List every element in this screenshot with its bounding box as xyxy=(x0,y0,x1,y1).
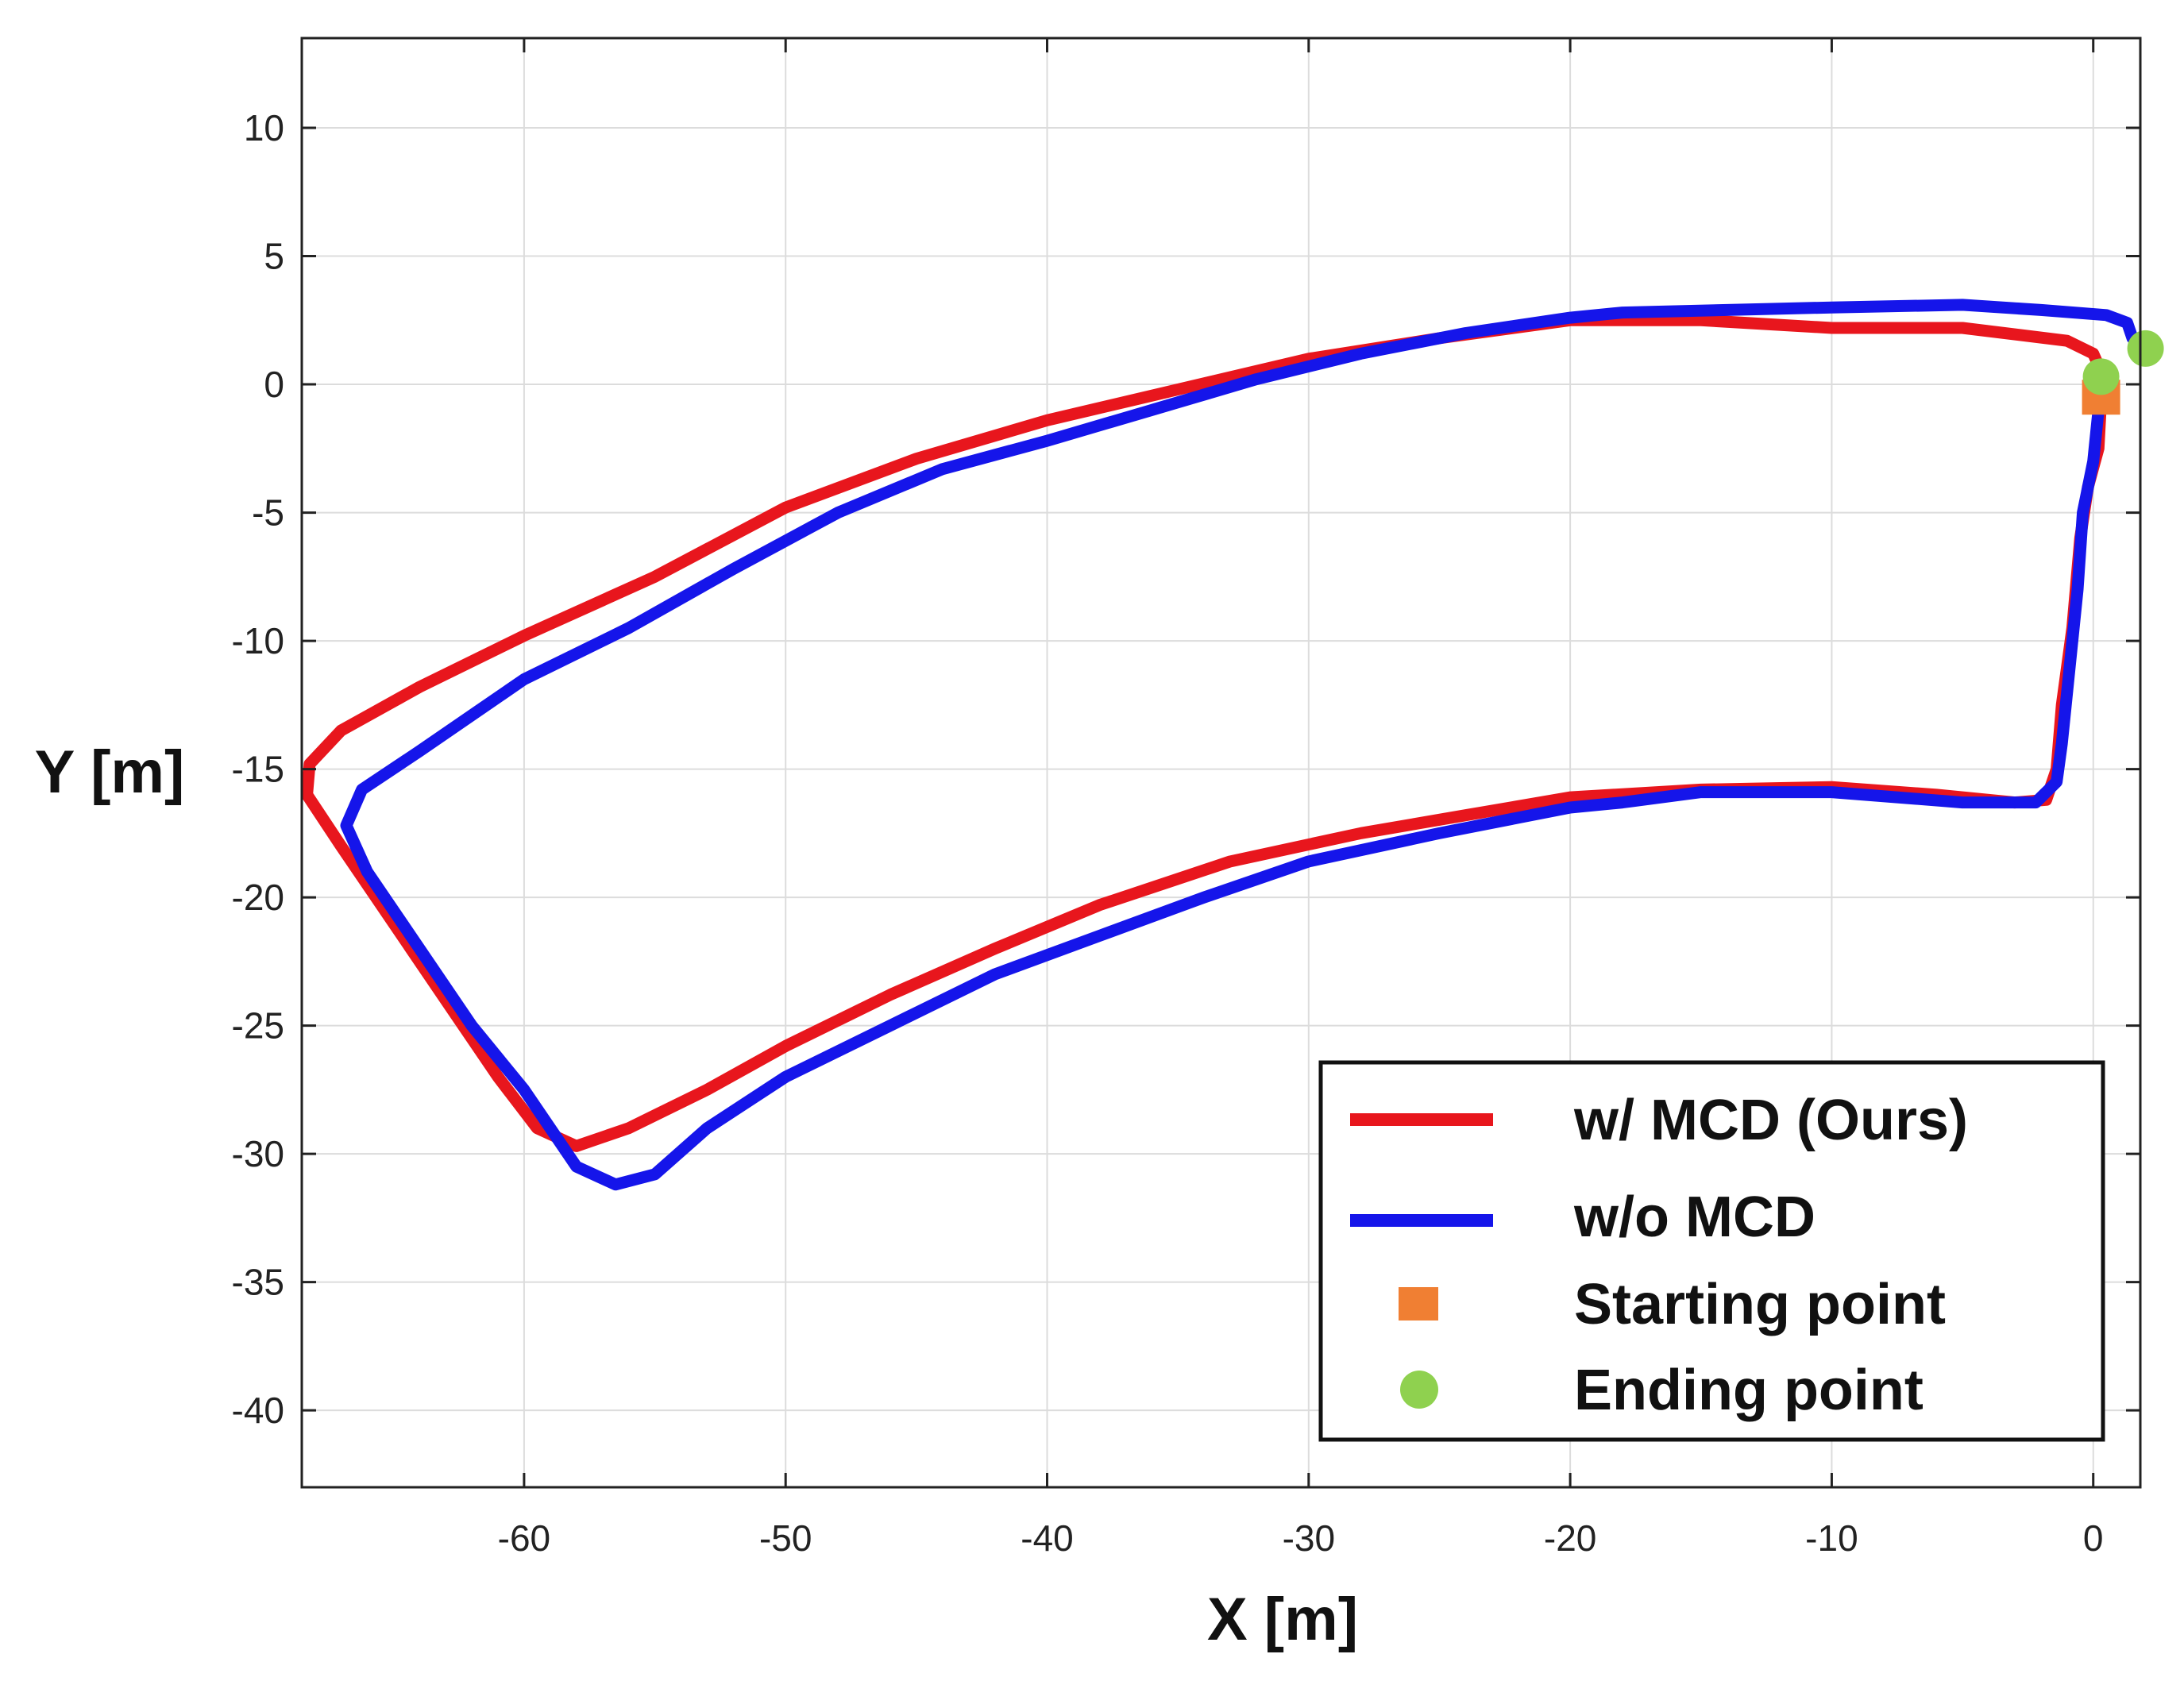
y-axis-label: Y [m] xyxy=(35,738,185,806)
x-tick-label: -40 xyxy=(1021,1517,1073,1559)
legend-swatch-square-start xyxy=(1399,1287,1438,1321)
legend-swatch-circle-end xyxy=(1400,1371,1438,1409)
legend: w/ MCD (Ours) w/o MCD Starting point End… xyxy=(1318,1060,2105,1442)
x-tick-label: -10 xyxy=(1805,1517,1858,1559)
y-tick-label: -35 xyxy=(232,1262,284,1303)
series-layer xyxy=(301,299,2147,1191)
y-tick-label: -10 xyxy=(232,620,284,661)
y-tick-label: 0 xyxy=(264,364,284,405)
y-tick-label: -20 xyxy=(232,877,284,918)
y-tick-label: -5 xyxy=(252,492,284,534)
plot-area-frame xyxy=(300,37,2142,1489)
y-tick-label: -40 xyxy=(232,1390,284,1431)
x-tick-label: -20 xyxy=(1544,1517,1596,1559)
marker-layer xyxy=(2082,330,2164,415)
y-tick-label: -30 xyxy=(232,1133,284,1174)
legend-label-start: Starting point xyxy=(1574,1273,1946,1336)
x-tick-label: 0 xyxy=(2083,1517,2104,1559)
y-tick-label: -25 xyxy=(232,1005,284,1047)
x-tick-label: -30 xyxy=(1283,1517,1335,1559)
y-tick-label: 5 xyxy=(264,236,284,277)
axis-ticks: -60 -50 -40 -30 -20 -10 0 10 5 0 -5 -10 -15 -20 -25 -30… xyxy=(232,38,2140,1559)
ending-point-marker xyxy=(2082,358,2120,395)
legend-label-end: Ending point xyxy=(1574,1359,1924,1422)
x-tick-label: -60 xyxy=(498,1517,550,1559)
y-tick-label: 10 xyxy=(244,107,284,148)
legend-label-ours: w/ MCD (Ours) xyxy=(1573,1089,1968,1152)
series-line-without-mcd xyxy=(340,299,2147,1191)
y-tick-label: -15 xyxy=(232,749,284,790)
ending-point-marker xyxy=(2127,330,2164,367)
x-axis-label: X [m] xyxy=(1207,1586,1358,1653)
x-tick-label: -50 xyxy=(759,1517,812,1559)
legend-label-without: w/o MCD xyxy=(1573,1186,1815,1249)
